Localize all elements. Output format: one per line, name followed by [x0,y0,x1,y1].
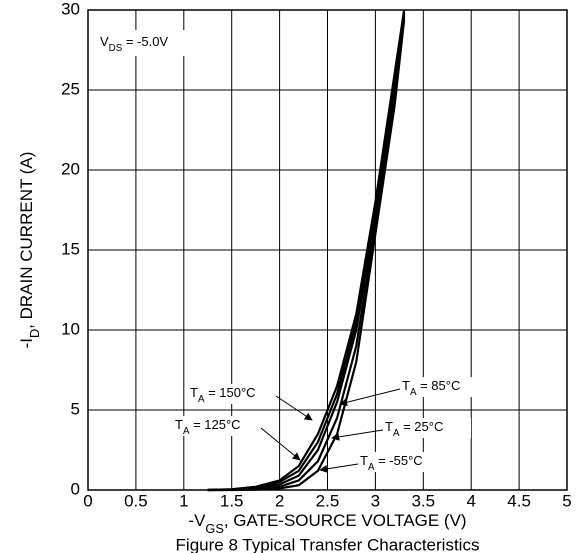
annotation-arrow [319,463,359,473]
annotation-sub: A [198,394,205,405]
x-tick-label: 0 [83,491,92,510]
condition: VDS = -5.0V [100,34,168,54]
condition-sub: DS [109,43,123,54]
annotation-arrow [331,429,384,441]
annotation-arrow [275,395,313,421]
annotation-arrow [260,427,301,461]
y-axis-label-sub: D [27,329,42,338]
annotation-sub: A [410,387,417,398]
y-tick-label: 20 [61,159,80,178]
x-tick-label: 1.5 [220,491,244,510]
x-axis-label-rest: , GATE-SOURCE VOLTAGE (V) [224,511,467,530]
annotation: TA = 125°C [175,417,241,437]
annotation-main: T [360,453,368,468]
annotation-bg [173,416,261,436]
annotation-bg [358,452,446,472]
y-tick-label: 15 [61,239,80,258]
x-tick-label: 4.5 [507,491,531,510]
annotation-bg [383,418,471,438]
annotation-main: T [190,385,198,400]
x-axis-label: -VGS, GATE-SOURCE VOLTAGE (V) [188,511,466,535]
x-tick-label: 0.5 [124,491,148,510]
annotation-main: T [175,417,183,432]
y-axis-label: -ID, DRAIN CURRENT (A) [17,152,41,349]
x-axis-label-sub: GS [205,521,223,536]
annotation-bg [400,377,488,397]
x-tick-label: 2 [275,491,284,510]
annotation: TA = -55°C [360,453,423,473]
plot-frame [87,9,568,491]
y-tick-label: 30 [61,0,80,18]
x-tick-label: 3.5 [411,491,435,510]
annotation-rest: = 85°C [416,378,460,393]
annotation-sub: A [368,462,375,473]
caption: Figure 8 Typical Transfer Characteristic… [176,535,480,553]
annotation-sub: A [183,426,190,437]
x-tick-label: 4 [466,491,475,510]
x-tick-label: 3 [371,491,380,510]
y-tick-label: 25 [61,79,80,98]
annotation: TA = 150°C [190,385,256,405]
annotation-rest: = 125°C [189,417,240,432]
annotation-rest: = 150°C [204,385,255,400]
annotation-rest: = -55°C [374,453,422,468]
y-axis-label-rest: , DRAIN CURRENT (A) [17,152,36,329]
y-tick-label: 0 [71,479,80,498]
y-axis-label-main: -I [17,338,36,348]
y-tick-label: 10 [61,319,80,338]
annotation: TA = 25°C [385,419,443,439]
annotation-rest: = 25°C [399,419,443,434]
annotation: TA = 85°C [402,378,460,398]
condition-main: V [100,34,109,49]
series-line [207,19,406,492]
annotation-sub: A [393,428,400,439]
x-tick-label: 5 [562,491,571,510]
annotation-arrow [339,388,401,407]
annotation-main: T [402,378,410,393]
condition-bg [96,30,216,56]
x-axis-label-main: -V [188,511,206,530]
condition-rest: = -5.0V [122,34,168,49]
annotation-main: T [385,419,393,434]
x-tick-label: 1 [179,491,188,510]
y-tick-label: 5 [71,399,80,418]
annotation-bg [188,384,276,404]
x-tick-label: 2.5 [316,491,340,510]
